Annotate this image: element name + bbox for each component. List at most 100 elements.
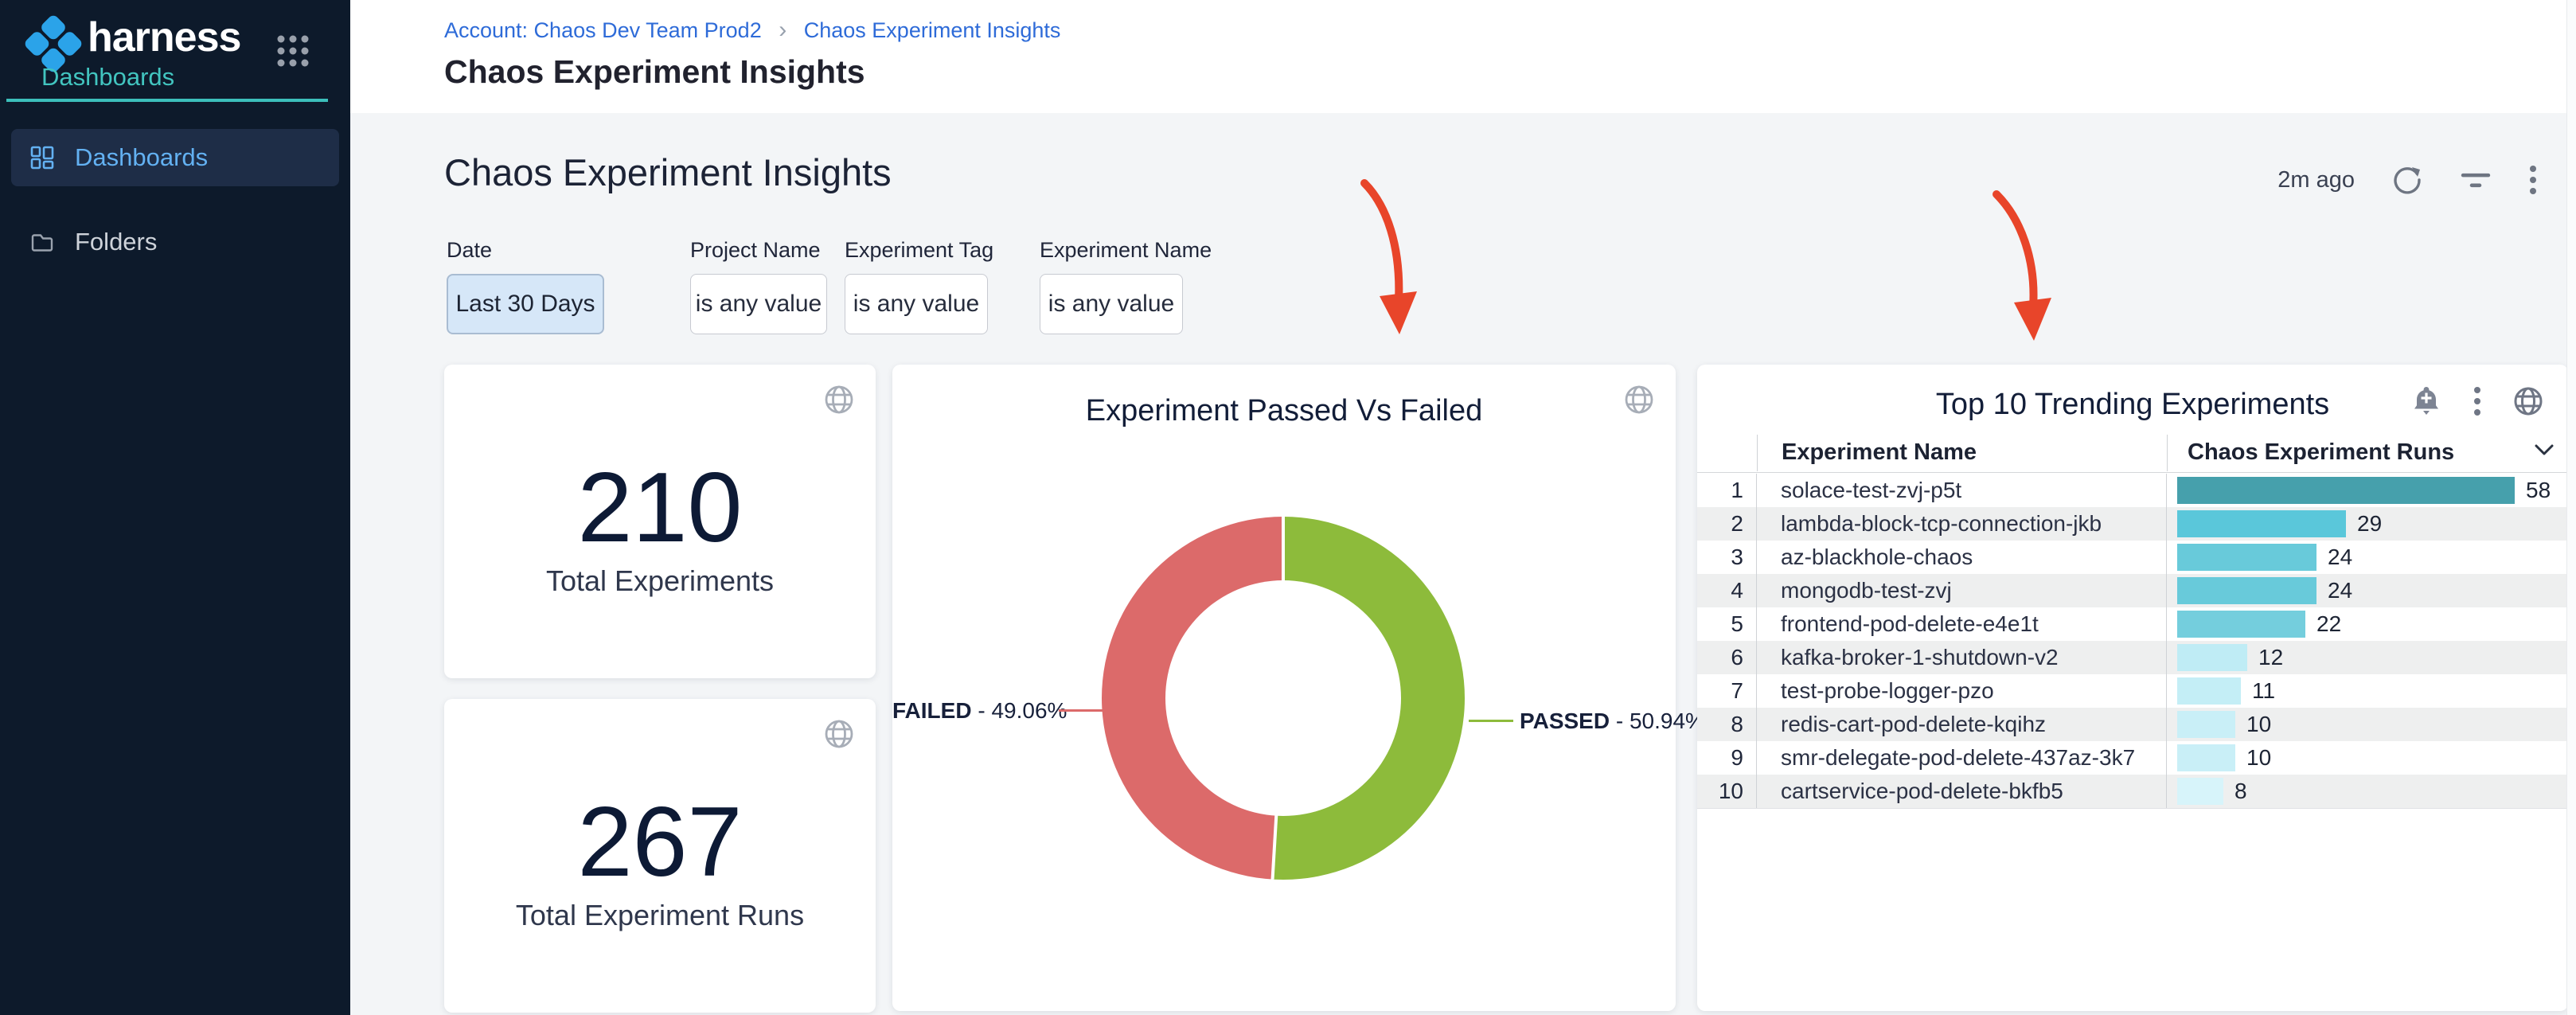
runs-bar[interactable] (2177, 544, 2316, 571)
app-grid-icon[interactable] (275, 33, 310, 68)
column-header-chaos-experiment-runs[interactable]: Chaos Experiment Runs (2188, 439, 2455, 465)
total-experiments-card: 210 Total Experiments (444, 365, 876, 678)
row-rank: 4 (1697, 574, 1757, 607)
runs-bar-cell: 8 (2167, 775, 2568, 808)
row-rank: 6 (1697, 641, 1757, 674)
trending-table-body: 1 solace-test-zvj-p5t 58 2 lambda-block-tcp-… (1697, 474, 2568, 809)
chevron-down-icon[interactable] (2535, 444, 2554, 457)
table-row[interactable]: 9 smr-delegate-pod-delete-437az-3k7 10 (1697, 741, 2568, 775)
filter-date: Date Last 30 Days (447, 237, 604, 334)
kebab-menu-icon[interactable] (2473, 385, 2482, 417)
last-refreshed-label: 2m ago (2277, 166, 2355, 193)
brand-wordmark: harness (88, 14, 241, 61)
passed-failed-donut[interactable] (1102, 517, 1465, 880)
table-row[interactable]: 6 kafka-broker-1-shutdown-v2 12 (1697, 641, 2568, 674)
globe-icon[interactable] (1623, 384, 1655, 416)
filter-label: Date (447, 238, 493, 262)
table-row[interactable]: 5 frontend-pod-delete-e4e1t 22 (1697, 607, 2568, 641)
experiment-name-cell: redis-cart-pod-delete-kqihz (1757, 708, 2167, 741)
runs-bar-cell: 11 (2167, 674, 2568, 708)
runs-bar[interactable] (2177, 577, 2316, 604)
sidebar: harness Dashboards Dashboards Folders (0, 0, 352, 1015)
breadcrumb-account-link[interactable]: Account: Chaos Dev Team Prod2 (444, 18, 762, 42)
page-header: Account: Chaos Dev Team Prod2 › Chaos Ex… (350, 0, 2576, 114)
experiment-name-cell: az-blackhole-chaos (1757, 541, 2167, 574)
row-rank: 7 (1697, 674, 1757, 708)
alert-bell-icon[interactable] (2410, 385, 2442, 417)
runs-value: 58 (2526, 478, 2551, 502)
experiment-tag-filter-value[interactable]: is any value (845, 274, 988, 334)
row-rank: 5 (1697, 607, 1757, 641)
column-divider (2167, 435, 2168, 471)
sidebar-item-label: Folders (75, 228, 158, 256)
module-underline (6, 99, 328, 102)
dashboard-heading: Chaos Experiment Insights (444, 151, 892, 193)
table-row[interactable]: 8 redis-cart-pod-delete-kqihz 10 (1697, 708, 2568, 741)
sidebar-item-dashboards[interactable]: Dashboards (11, 129, 339, 186)
kebab-menu-icon[interactable] (2528, 164, 2538, 196)
total-experiments-label: Total Experiments (545, 564, 775, 597)
harness-logo-icon (25, 15, 82, 72)
table-row[interactable]: 1 solace-test-zvj-p5t 58 (1697, 474, 2568, 507)
sidebar-nav: Dashboards Folders (0, 121, 350, 279)
table-header: Experiment Name Chaos Experiment Runs (1697, 433, 2568, 473)
runs-bar[interactable] (2177, 477, 2515, 504)
filter-experiment-tag: Experiment Tag is any value (845, 237, 993, 334)
experiment-name-filter-value[interactable]: is any value (1040, 274, 1183, 334)
filter-project-name: Project Name is any value (690, 237, 827, 334)
filter-icon[interactable] (2460, 164, 2492, 196)
refresh-icon[interactable] (2391, 164, 2423, 196)
row-rank: 1 (1697, 474, 1757, 507)
table-row[interactable]: 2 lambda-block-tcp-connection-jkb 29 (1697, 507, 2568, 541)
page-scrollbar[interactable] (2566, 0, 2576, 1015)
runs-value: 24 (2328, 545, 2353, 569)
column-header-experiment-name[interactable]: Experiment Name (1782, 439, 1977, 465)
date-filter-value[interactable]: Last 30 Days (447, 274, 604, 334)
page-title: Chaos Experiment Insights (444, 53, 865, 90)
globe-icon[interactable] (823, 718, 855, 750)
total-experiment-runs-card: 267 Total Experiment Runs (444, 699, 876, 1013)
total-experiments-value: 210 (577, 453, 743, 563)
annotation-arrow-2 (1992, 190, 2051, 341)
runs-bar[interactable] (2177, 677, 2241, 705)
runs-value: 22 (2316, 611, 2342, 636)
runs-bar-cell: 10 (2167, 741, 2568, 775)
runs-bar-cell: 29 (2167, 507, 2568, 541)
breadcrumb-separator-icon: › (779, 17, 787, 43)
dashboard-main: Chaos Experiment Insights 2m ago Date La… (350, 113, 2576, 1015)
table-row[interactable]: 10 cartservice-pod-delete-bkfb5 8 (1697, 775, 2568, 809)
failed-slice-label: FAILED - 49.06% (892, 698, 1067, 723)
runs-value: 29 (2357, 511, 2383, 536)
runs-bar-cell: 24 (2167, 574, 2568, 607)
total-experiment-runs-label: Total Experiment Runs (515, 899, 805, 931)
table-row[interactable]: 4 mongodb-test-zvj 24 (1697, 574, 2568, 607)
runs-bar[interactable] (2177, 510, 2346, 537)
runs-bar[interactable] (2177, 711, 2235, 738)
globe-icon[interactable] (823, 384, 855, 416)
filter-experiment-name: Experiment Name is any value (1040, 237, 1212, 334)
table-row[interactable]: 7 test-probe-logger-pzo 11 (1697, 674, 2568, 708)
breadcrumb-current-link[interactable]: Chaos Experiment Insights (803, 18, 1061, 42)
runs-bar[interactable] (2177, 611, 2305, 638)
globe-icon[interactable] (2512, 385, 2544, 417)
experiment-name-cell: kafka-broker-1-shutdown-v2 (1757, 641, 2167, 674)
runs-value: 12 (2258, 645, 2284, 670)
failed-label-connector (1059, 709, 1108, 712)
experiment-name-cell: cartservice-pod-delete-bkfb5 (1757, 775, 2167, 808)
runs-bar-cell: 10 (2167, 708, 2568, 741)
sidebar-item-folders[interactable]: Folders (11, 213, 339, 271)
runs-bar[interactable] (2177, 778, 2223, 805)
runs-bar[interactable] (2177, 744, 2235, 771)
runs-bar[interactable] (2177, 644, 2247, 671)
donut-chart-title: Experiment Passed Vs Failed (1085, 394, 1483, 427)
runs-value: 24 (2328, 578, 2353, 603)
dashboard-controls: 2m ago (2277, 162, 2538, 197)
table-card-icons (2410, 385, 2544, 417)
row-rank: 3 (1697, 541, 1757, 574)
brand-row: harness Dashboards (0, 0, 350, 102)
experiment-name-cell: mongodb-test-zvj (1757, 574, 2167, 607)
runs-value: 10 (2246, 712, 2272, 736)
project-name-filter-value[interactable]: is any value (690, 274, 827, 334)
table-row[interactable]: 3 az-blackhole-chaos 24 (1697, 541, 2568, 574)
